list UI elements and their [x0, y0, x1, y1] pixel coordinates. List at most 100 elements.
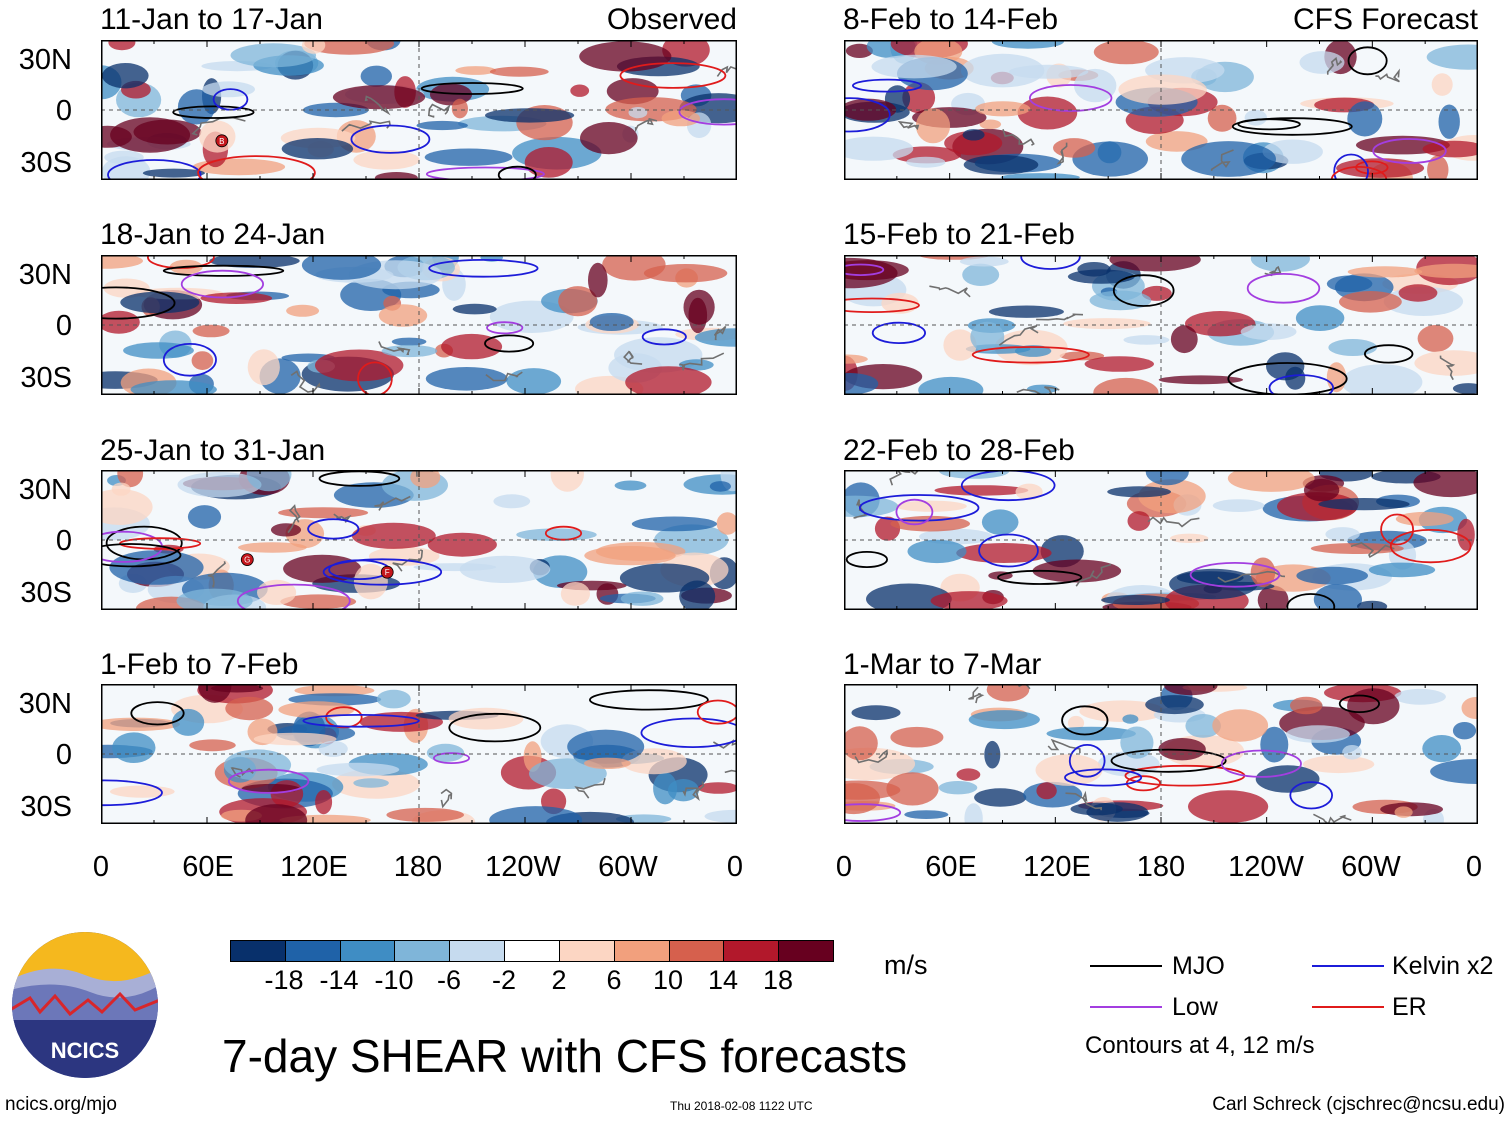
shear-shading	[1368, 562, 1436, 578]
contour-line	[130, 701, 185, 726]
main-title: 7-day SHEAR with CFS forecasts	[222, 1030, 908, 1082]
shear-shading	[286, 304, 320, 317]
contour-line	[180, 269, 264, 299]
shear-shading	[1188, 790, 1269, 823]
legend-label-low: Low	[1172, 993, 1218, 1021]
shear-shading	[584, 546, 676, 566]
x-tick-label: 60E	[182, 851, 234, 883]
y-tick-label: 30N	[18, 44, 72, 76]
shear-shading	[455, 66, 497, 75]
contour-line	[1372, 138, 1447, 164]
coastline	[1036, 313, 1084, 321]
contour-line	[1338, 694, 1381, 713]
colorbar	[230, 940, 834, 962]
shear-shading	[968, 710, 1040, 730]
legend-swatch-er	[1312, 1006, 1384, 1008]
contour-line	[350, 124, 431, 154]
contour-line	[172, 105, 255, 119]
storm-marker: B	[215, 134, 229, 148]
x-tick-label: 60E	[925, 851, 977, 883]
colorbar-label: 10	[652, 965, 684, 995]
map-frame	[101, 684, 737, 824]
contour-line	[425, 166, 545, 180]
shear-shading	[970, 321, 1005, 352]
contour-line	[1064, 768, 1143, 787]
shear-shading	[844, 136, 914, 161]
shear-shading	[918, 376, 984, 395]
shear-shading	[360, 65, 392, 87]
shear-shading	[558, 286, 598, 317]
contour-line	[852, 78, 922, 93]
contour-line	[1389, 528, 1472, 564]
shear-shading	[1318, 498, 1410, 511]
shear-shading	[101, 489, 153, 525]
shear-shading	[110, 785, 175, 798]
panel-title: 25-Jan to 31-Jan	[100, 434, 326, 467]
x-tick-label: 120E	[280, 851, 348, 883]
shear-shading	[1347, 688, 1400, 725]
shear-shading	[1036, 782, 1057, 800]
shear-shading	[1430, 759, 1478, 784]
map-frame	[101, 40, 737, 180]
shear-shading	[1285, 725, 1350, 743]
coastline	[392, 549, 424, 572]
shear-shading	[172, 708, 205, 736]
shear-shading	[318, 740, 348, 757]
shear-shading	[452, 303, 497, 315]
coastline	[485, 371, 523, 382]
shear-shading	[104, 150, 144, 165]
shear-shading	[1414, 350, 1478, 376]
shear-shading	[1086, 802, 1149, 822]
storm-marker: G	[240, 553, 254, 566]
contour-line	[357, 361, 393, 395]
contour-line	[641, 328, 687, 346]
shear-shading	[489, 66, 549, 77]
website-link[interactable]: ncics.org/mjo	[5, 1094, 117, 1115]
contour-line	[486, 321, 524, 335]
shear-shading	[579, 41, 672, 72]
shear-shading	[845, 43, 873, 58]
contour-note: Contours at 4, 12 m/s	[1085, 1032, 1315, 1059]
x-tick-label: 180	[1136, 851, 1186, 883]
shear-shading	[963, 155, 1039, 175]
logo-text: NCICS	[51, 1038, 119, 1063]
coastline	[929, 285, 971, 298]
y-tick-label: 30N	[18, 259, 72, 291]
shear-shading	[1347, 101, 1383, 137]
colorbar-label: -2	[491, 965, 516, 995]
coastline	[364, 95, 391, 116]
shear-shading	[704, 809, 737, 823]
credit: Carl Schreck (cjschrec@ncsu.edu)	[1212, 1094, 1505, 1115]
coastline	[207, 561, 226, 588]
shear-shading	[304, 40, 395, 55]
shear-shading	[844, 495, 899, 517]
shear-shading	[1244, 109, 1267, 126]
map-frame	[844, 470, 1478, 610]
shear-shading	[1413, 470, 1478, 498]
coastline	[968, 686, 985, 704]
shear-shading	[1414, 263, 1478, 279]
shear-shading	[1212, 709, 1269, 742]
map-panel-1-feb	[101, 684, 737, 824]
shear-shading	[485, 108, 575, 123]
shear-shading	[230, 43, 317, 68]
shear-shading	[1145, 470, 1189, 486]
shear-shading	[1339, 291, 1402, 313]
shear-shading	[871, 54, 957, 79]
shear-shading	[1158, 375, 1244, 385]
colorbar-swatch	[504, 940, 560, 962]
shear-shading	[930, 591, 1008, 610]
shear-shading	[1313, 584, 1362, 610]
shear-shading	[1026, 384, 1059, 394]
shear-shading	[253, 732, 337, 746]
shear-shading	[209, 255, 300, 268]
shear-shading	[915, 108, 951, 144]
shear-shading	[906, 156, 946, 168]
shear-shading	[101, 310, 140, 334]
colorbar-label: -6	[436, 965, 461, 995]
shear-shading	[1417, 325, 1454, 352]
shear-shading	[981, 509, 1019, 535]
colorbar-swatch	[394, 940, 451, 962]
shear-shading	[1107, 486, 1171, 498]
y-tick-label: 0	[55, 739, 72, 771]
